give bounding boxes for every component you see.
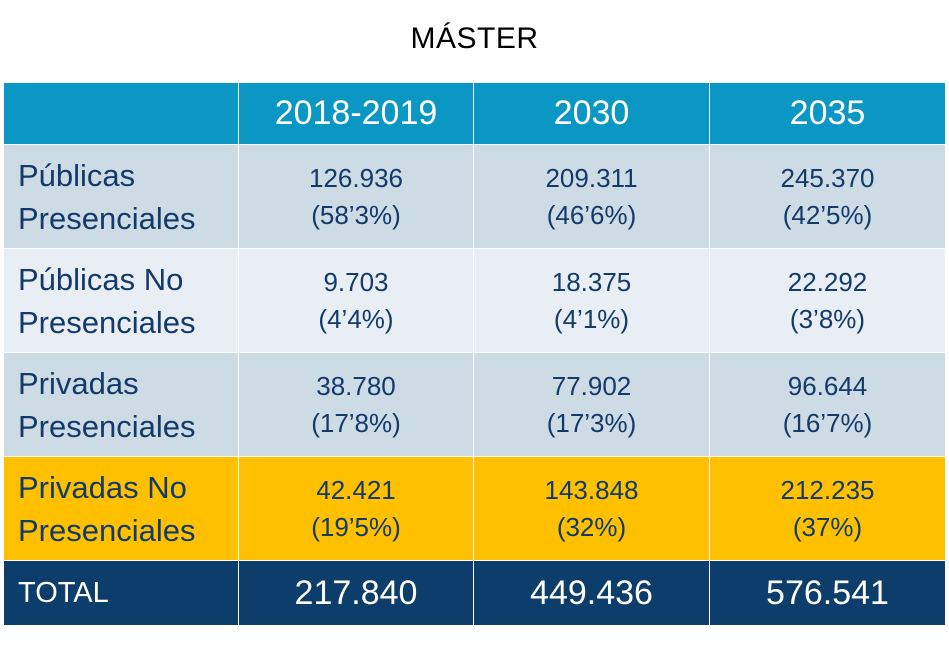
- cell-percent: (4’1%): [553, 303, 630, 334]
- header-2030: 2030: [474, 83, 709, 144]
- row-label-privadas-presenciales: Privadas Presenciales: [4, 353, 238, 456]
- row-label-line: Presenciales: [18, 512, 196, 548]
- cell-value: 245.370: [780, 162, 875, 193]
- table-cell: 212.235 (37%): [710, 457, 945, 560]
- header-corner-cell: [4, 83, 238, 144]
- header-2035: 2035: [710, 83, 945, 144]
- cell-percent: (17’3%): [546, 407, 637, 438]
- table-cell: 126.936 (58’3%): [239, 145, 473, 248]
- cell-percent: (46’6%): [546, 199, 637, 230]
- cell-value: 9.703: [323, 266, 389, 297]
- cell-value: 22.292: [787, 266, 868, 297]
- cell-value: 18.375: [551, 266, 632, 297]
- cell-percent: (37%): [792, 511, 863, 542]
- header-2018-2019: 2018-2019: [239, 83, 473, 144]
- total-2030: 449.436: [474, 561, 709, 625]
- table-cell: 22.292 (3’8%): [710, 249, 945, 352]
- total-2035: 576.541: [710, 561, 945, 625]
- cell-value: 212.235: [780, 474, 875, 505]
- table-cell: 96.644 (16’7%): [710, 353, 945, 456]
- table-cell: 9.703 (4’4%): [239, 249, 473, 352]
- cell-percent: (17’8%): [311, 407, 401, 438]
- row-label-publicas-presenciales: Públicas Presenciales: [4, 145, 238, 248]
- row-label-line: Privadas: [18, 365, 139, 401]
- cell-percent: (58’3%): [311, 199, 401, 230]
- row-label-publicas-no-presenciales: Públicas No Presenciales: [4, 249, 238, 352]
- cell-percent: (16’7%): [782, 407, 873, 438]
- table-cell: 18.375 (4’1%): [474, 249, 709, 352]
- cell-value: 126.936: [309, 162, 403, 193]
- total-2018-2019: 217.840: [239, 561, 473, 625]
- row-label-privadas-no-presenciales: Privadas No Presenciales: [4, 457, 238, 560]
- row-label-line: Presenciales: [18, 200, 196, 236]
- total-label: TOTAL: [4, 561, 238, 625]
- cell-value: 38.780: [316, 370, 396, 401]
- cell-percent: (19’5%): [311, 511, 401, 542]
- cell-percent: (32%): [556, 511, 627, 542]
- row-label-line: Públicas No: [18, 261, 184, 297]
- cell-percent: (42’5%): [782, 199, 873, 230]
- master-table: 2018-2019 2030 2035 Públicas Presenciales…: [4, 83, 945, 632]
- row-label-line: Públicas: [18, 157, 136, 193]
- table-cell: 77.902 (17’3%): [474, 353, 709, 456]
- cell-value: 96.644: [787, 370, 868, 401]
- cell-percent: (4’4%): [318, 303, 394, 334]
- row-label-line: Presenciales: [18, 408, 196, 444]
- table-cell: 143.848 (32%): [474, 457, 709, 560]
- cell-value: 209.311: [545, 162, 638, 193]
- table-cell: 38.780 (17’8%): [239, 353, 473, 456]
- table-cell: 209.311 (46’6%): [474, 145, 709, 248]
- cell-value: 77.902: [551, 370, 632, 401]
- cell-value: 42.421: [316, 474, 396, 505]
- cell-percent: (3’8%): [789, 303, 866, 334]
- row-label-line: Presenciales: [18, 304, 196, 340]
- cell-value: 143.848: [544, 474, 639, 505]
- table-title: MÁSTER: [410, 22, 539, 55]
- table-cell: 245.370 (42’5%): [710, 145, 945, 248]
- table-cell: 42.421 (19’5%): [239, 457, 473, 560]
- row-label-line: Privadas No: [18, 469, 187, 505]
